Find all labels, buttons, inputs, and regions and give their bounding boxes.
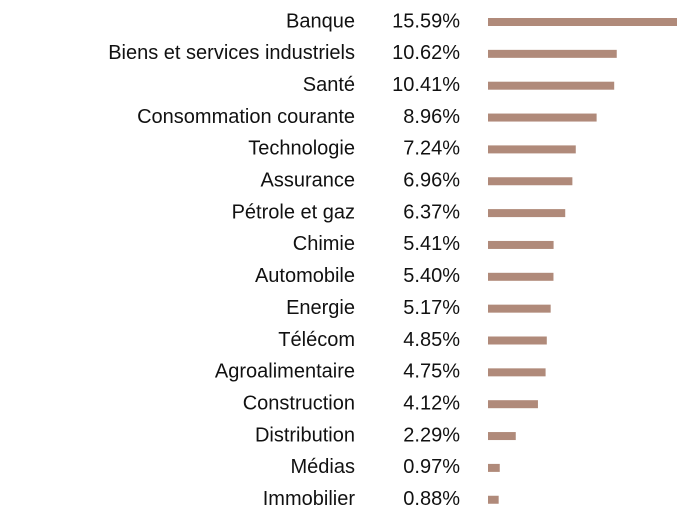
bar: [488, 400, 538, 409]
category-label: Assurance: [261, 170, 356, 192]
category-label: Immobilier: [263, 488, 356, 510]
value-label: 4.12%: [403, 392, 460, 414]
value-label: 4.85%: [403, 329, 460, 351]
category-label: Biens et services industriels: [108, 42, 355, 64]
category-label: Médias: [291, 456, 355, 478]
category-label: Consommation courante: [137, 106, 355, 128]
category-label: Télécom: [278, 329, 355, 351]
value-label: 5.40%: [403, 265, 460, 287]
bar: [488, 240, 554, 249]
category-label: Construction: [243, 392, 355, 414]
bar: [488, 432, 516, 441]
bar: [488, 304, 551, 313]
value-label: 6.37%: [403, 201, 460, 223]
bar: [488, 336, 547, 345]
value-label: 2.29%: [403, 424, 460, 446]
value-label: 7.24%: [403, 138, 460, 160]
value-label: 10.62%: [392, 42, 460, 64]
bar: [488, 49, 617, 58]
category-label: Pétrole et gaz: [232, 201, 355, 223]
category-label: Technologie: [248, 138, 355, 160]
category-label: Distribution: [255, 424, 355, 446]
category-label: Banque: [286, 10, 355, 32]
bar: [488, 177, 573, 186]
value-label: 15.59%: [392, 10, 460, 32]
bar: [488, 463, 500, 472]
bar: [488, 81, 615, 90]
category-label: Automobile: [255, 265, 355, 287]
bar: [488, 18, 677, 26]
bar: [488, 495, 499, 504]
value-label: 8.96%: [403, 106, 460, 128]
value-label: 6.96%: [403, 170, 460, 192]
value-label: 10.41%: [392, 74, 460, 96]
value-label: 0.88%: [403, 488, 460, 510]
category-label: Energie: [286, 297, 355, 319]
value-label: 5.17%: [403, 297, 460, 319]
category-label: Chimie: [293, 233, 355, 255]
category-label: Santé: [303, 74, 355, 96]
category-label: Agroalimentaire: [215, 361, 355, 383]
bar: [488, 368, 546, 377]
bar: [488, 272, 554, 281]
value-label: 0.97%: [403, 456, 460, 478]
bar: [488, 113, 597, 122]
bar: [488, 145, 576, 154]
value-label: 5.41%: [403, 233, 460, 255]
value-label: 4.75%: [403, 361, 460, 383]
bar: [488, 209, 566, 218]
